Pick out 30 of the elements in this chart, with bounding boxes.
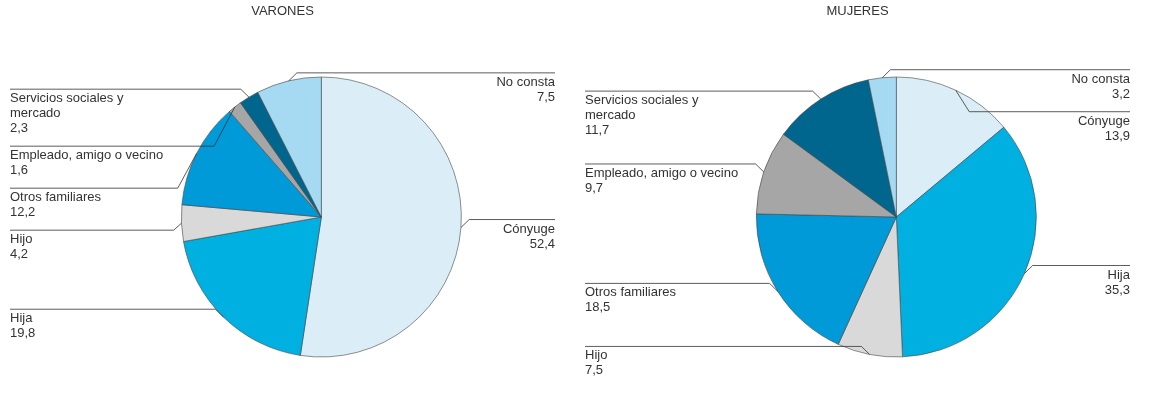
data-label: 9,7 bbox=[585, 179, 604, 195]
data-label: 13,9 bbox=[1104, 127, 1130, 143]
data-label: 2,3 bbox=[10, 120, 29, 136]
chart-title: VARONES bbox=[251, 3, 315, 18]
data-label: 4,2 bbox=[10, 246, 29, 262]
slice-label: Cónyuge bbox=[502, 220, 555, 236]
slice-label: Otros familiares bbox=[10, 189, 102, 205]
slice-label: No consta bbox=[1071, 70, 1131, 86]
slice-label: Cónyuge bbox=[1077, 112, 1130, 128]
slice-label: Hijo bbox=[585, 347, 608, 363]
data-label: 7,5 bbox=[585, 362, 604, 378]
slice-label: Empleado, amigo o vecino bbox=[10, 147, 164, 163]
slice-label: Servicios sociales y mercado bbox=[10, 90, 124, 121]
slice-label: No consta bbox=[496, 73, 556, 89]
data-label: 19,8 bbox=[10, 325, 36, 341]
slice-label: Servicios sociales y mercado bbox=[585, 92, 699, 123]
data-label: 18,5 bbox=[585, 299, 611, 315]
slice-label: Hija bbox=[10, 310, 34, 326]
slice-label: Empleado, amigo o vecino bbox=[585, 164, 739, 180]
data-label: 7,5 bbox=[536, 88, 555, 104]
data-label: 52,4 bbox=[529, 235, 555, 251]
slice-label: Hija bbox=[1107, 266, 1131, 282]
data-label: 11,7 bbox=[585, 122, 610, 138]
data-label: 3,2 bbox=[1111, 85, 1130, 101]
data-label: 1,6 bbox=[10, 162, 29, 178]
slice-label: Otros familiares bbox=[585, 284, 677, 300]
chart-title: MUJERES bbox=[826, 3, 889, 18]
data-label: 35,3 bbox=[1104, 281, 1130, 297]
slice-label: Hijo bbox=[10, 231, 33, 247]
data-label: 12,2 bbox=[10, 204, 36, 220]
